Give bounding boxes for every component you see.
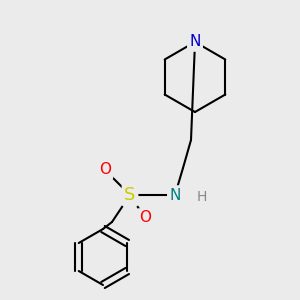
Text: O: O xyxy=(99,163,111,178)
Text: O: O xyxy=(139,211,151,226)
Text: N: N xyxy=(169,188,181,202)
Text: N: N xyxy=(189,34,201,50)
Text: H: H xyxy=(197,190,207,204)
Text: S: S xyxy=(124,186,136,204)
